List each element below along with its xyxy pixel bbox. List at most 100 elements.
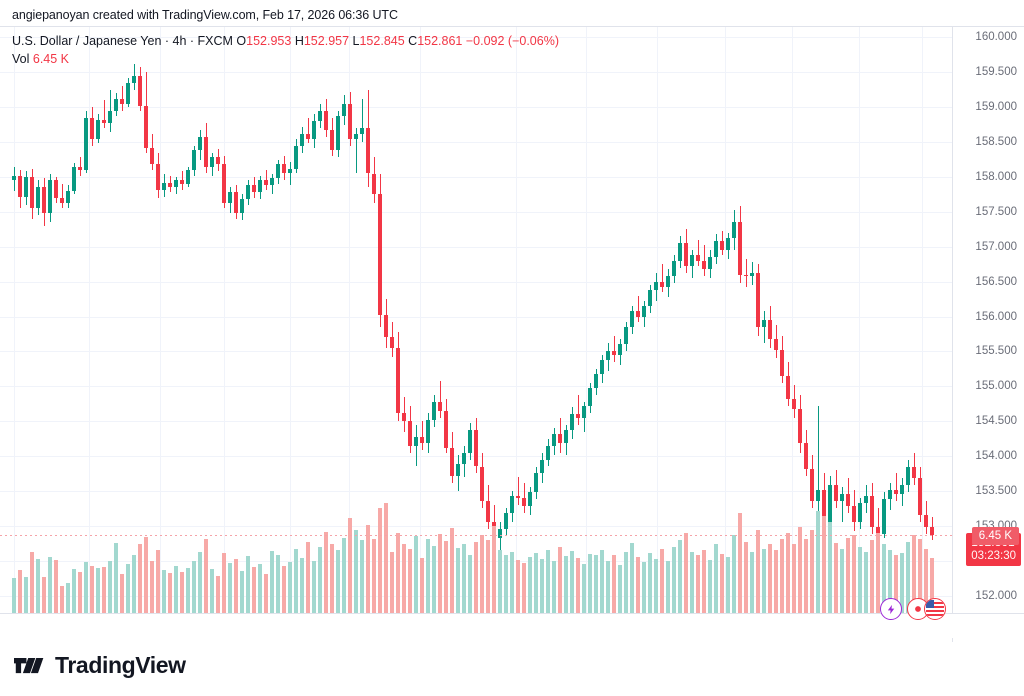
candle-body: [150, 147, 154, 165]
chart-footer: TradingView: [0, 642, 1024, 696]
volume-bar: [360, 540, 364, 613]
volume-bar: [366, 525, 370, 613]
candle-body: [660, 281, 664, 288]
candle-body: [60, 197, 64, 204]
candle-body: [246, 185, 250, 200]
candle-body: [402, 412, 406, 422]
volume-bar: [402, 544, 406, 613]
volume-bar: [834, 542, 838, 613]
candle-body: [444, 410, 448, 448]
candle-body: [786, 375, 790, 399]
candle-body: [138, 75, 142, 106]
volume-bar: [864, 552, 868, 613]
volume-bar: [486, 540, 490, 613]
volume-value-badge[interactable]: 6.45 K: [971, 527, 1019, 545]
candle-body: [576, 414, 580, 418]
low-label: L: [352, 34, 360, 48]
price-gridline: [0, 246, 952, 248]
candle-body: [624, 326, 628, 345]
volume-bar: [324, 531, 328, 613]
volume-bar: [858, 547, 862, 613]
chart-frame: U.S. Dollar / Japanese Yen · 4h · FXCM O…: [0, 26, 1024, 669]
candle-wick: [421, 421, 423, 451]
volume-bar: [900, 552, 904, 613]
volume-bar: [870, 540, 874, 613]
tradingview-wordmark: TradingView: [55, 652, 186, 678]
candle-wick: [439, 380, 441, 418]
usd-jpy-flag-icon[interactable]: [924, 598, 946, 620]
volume-bar: [522, 563, 526, 613]
volume-bar: [378, 508, 382, 613]
volume-bar: [684, 533, 688, 613]
candle-wick: [613, 336, 615, 362]
candle-body: [78, 166, 82, 170]
symbol-title[interactable]: U.S. Dollar / Japanese Yen · 4h · FXCM: [12, 34, 233, 48]
candle-body: [798, 408, 802, 444]
volume-bar: [414, 536, 418, 613]
volume-bar: [108, 561, 112, 613]
candle-body: [876, 527, 880, 535]
volume-bar: [90, 565, 94, 613]
record-dot-icon[interactable]: [907, 598, 929, 620]
candle-body: [858, 503, 862, 523]
volume-bar: [306, 541, 310, 613]
volume-bar: [594, 554, 598, 613]
time-gridline: [725, 27, 726, 613]
candle-wick: [895, 473, 897, 502]
volume-label: Vol: [12, 52, 30, 66]
lightning-bolt-icon[interactable]: [880, 598, 902, 620]
candle-body: [906, 466, 910, 486]
candle-body: [726, 238, 730, 251]
time-gridline: [160, 27, 161, 613]
volume-bar: [774, 550, 778, 613]
candle-body: [486, 501, 490, 523]
price-chart-plot[interactable]: U.S. Dollar / Japanese Yen · 4h · FXCM O…: [0, 26, 952, 614]
volume-bar: [126, 563, 130, 613]
price-axis-tick: 156.000: [975, 310, 1017, 323]
volume-bar: [816, 510, 820, 613]
volume-bar: [738, 513, 742, 613]
price-axis[interactable]: 160.000 159.500 159.000 158.500 158.000 157.5…: [952, 26, 1024, 614]
candle-body: [612, 351, 616, 355]
volume-bar: [450, 527, 454, 613]
candle-body: [642, 306, 646, 317]
candle-wick: [661, 264, 663, 293]
price-gridline: [0, 107, 952, 109]
candle-body: [156, 164, 160, 190]
candle-body: [924, 515, 928, 528]
volume-bar: [714, 544, 718, 613]
time-gridline: [224, 27, 225, 613]
volume-bar: [720, 553, 724, 613]
candle-body: [672, 260, 676, 277]
volume-bar: [852, 535, 856, 613]
bar-countdown: 03:23:30: [971, 550, 1016, 563]
volume-bar: [300, 558, 304, 613]
price-axis-tick: 153.500: [975, 484, 1017, 497]
time-gridline: [792, 27, 793, 613]
close-value: 152.861: [417, 34, 463, 48]
candle-body: [330, 129, 334, 151]
volume-bar: [216, 575, 220, 613]
candle-body: [534, 473, 538, 493]
price-axis-tick: 159.500: [975, 66, 1017, 79]
candle-body: [804, 443, 808, 469]
candle-body: [42, 186, 46, 214]
candle-body: [300, 133, 304, 146]
candle-body: [870, 496, 874, 528]
volume-bar: [924, 548, 928, 613]
candle-body: [48, 180, 52, 214]
candle-body: [462, 452, 466, 465]
candle-body: [228, 192, 232, 204]
volume-bar: [726, 557, 730, 613]
volume-bar: [246, 556, 250, 613]
volume-bar: [732, 535, 736, 613]
candle-body: [66, 190, 70, 204]
candle-body: [732, 222, 736, 239]
volume-bar: [234, 558, 238, 613]
volume-bar: [348, 518, 352, 613]
legend-volume-row: Vol 6.45 K: [12, 51, 559, 68]
time-gridline: [349, 27, 350, 613]
volume-bar: [282, 566, 286, 613]
volume-bar: [660, 548, 664, 613]
volume-bar: [408, 548, 412, 613]
